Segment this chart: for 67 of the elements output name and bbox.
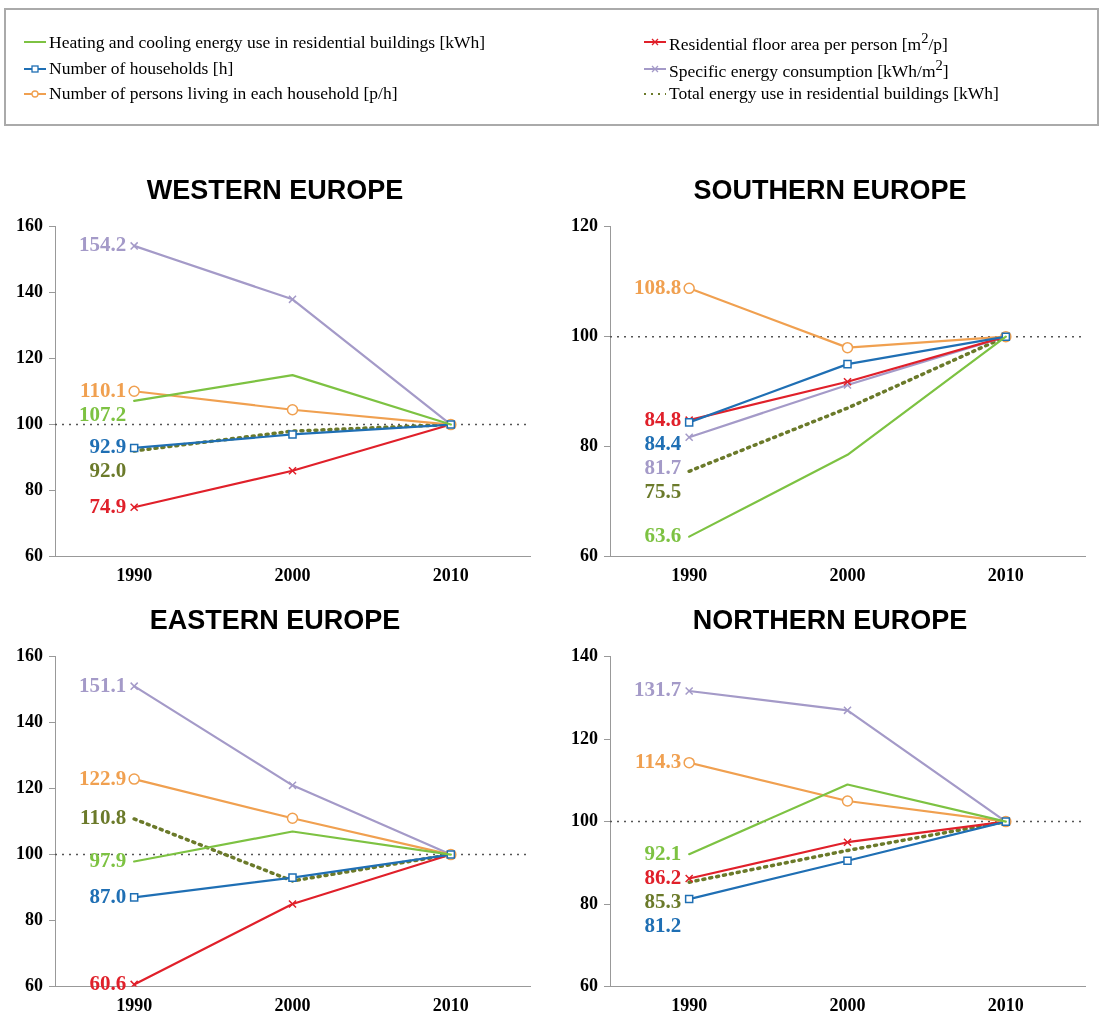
chart-title: WESTERN EUROPE xyxy=(145,174,405,207)
x-tick-label: 2000 xyxy=(274,994,311,1012)
y-tick-label: 60 xyxy=(580,545,598,566)
y-tick-label: 120 xyxy=(571,215,598,236)
data-label: 114.3 xyxy=(635,749,682,774)
legend-label: Number of persons living in each household [p/h] xyxy=(49,83,398,105)
y-tick-label: 60 xyxy=(25,545,43,566)
legend-label: Residential floor area per person [m$^{2}$/p] xyxy=(669,29,948,55)
data-label: 151.1 xyxy=(78,672,127,697)
data-label: 75.5 xyxy=(644,478,682,503)
legend-label: Heating and cooling energy use in residential buildings [kWh] xyxy=(49,31,486,53)
y-tick-label: 60 xyxy=(580,975,598,996)
chart-title: NORTHERN EUROPE xyxy=(691,604,969,637)
data-label: 60.6 xyxy=(89,970,127,995)
y-tick-label: 120 xyxy=(16,777,43,798)
data-label: 84.8 xyxy=(644,406,682,431)
y-tick-label: 80 xyxy=(580,435,598,456)
y-tick-label: 100 xyxy=(571,810,598,831)
y-tick-label: 80 xyxy=(25,909,43,930)
data-label: 63.6 xyxy=(644,523,682,548)
x-tick-label: 2010 xyxy=(987,564,1024,585)
x-tick-label: 1990 xyxy=(116,994,153,1012)
y-tick-label: 140 xyxy=(571,645,598,666)
x-tick-label: 2000 xyxy=(274,564,311,585)
y-tick-label: 140 xyxy=(16,711,43,732)
x-tick-label: 1990 xyxy=(671,564,708,585)
y-tick-label: 120 xyxy=(16,347,43,368)
data-label: 107.2 xyxy=(78,401,127,426)
chart-title: SOUTHERN EUROPE xyxy=(692,174,968,207)
data-label: 86.2 xyxy=(644,864,682,889)
y-tick-label: 100 xyxy=(16,413,43,434)
x-tick-label: 1990 xyxy=(671,994,708,1012)
data-label: 131.7 xyxy=(633,677,682,702)
y-tick-label: 140 xyxy=(16,281,43,302)
legend-label: Specific energy consumption [kWh/m$^{2}$] xyxy=(669,56,949,82)
data-label: 110.8 xyxy=(80,805,127,830)
y-tick-label: 60 xyxy=(25,975,43,996)
x-tick-label: 2010 xyxy=(432,994,469,1012)
data-label: 108.8 xyxy=(633,274,682,299)
y-tick-label: 100 xyxy=(16,843,43,864)
data-label: 81.2 xyxy=(644,912,682,937)
data-label: 74.9 xyxy=(89,493,127,518)
data-label: 85.3 xyxy=(644,888,682,913)
data-label: 97.9 xyxy=(89,847,127,872)
data-label: 92.0 xyxy=(89,458,127,483)
y-tick-label: 80 xyxy=(580,892,598,913)
data-label: 92.1 xyxy=(644,840,682,865)
x-tick-label: 2010 xyxy=(987,994,1024,1012)
y-tick-label: 80 xyxy=(25,479,43,500)
data-label: 81.7 xyxy=(644,454,682,479)
x-tick-label: 1990 xyxy=(116,564,153,585)
data-label: 87.0 xyxy=(89,883,127,908)
y-tick-label: 160 xyxy=(16,215,43,236)
data-label: 154.2 xyxy=(78,232,127,257)
y-tick-label: 120 xyxy=(571,727,598,748)
legend-label: Total energy use in residential buildings [kWh] xyxy=(669,83,999,105)
x-tick-label: 2000 xyxy=(829,994,866,1012)
data-label: 84.4 xyxy=(644,430,682,455)
x-tick-label: 2000 xyxy=(829,564,866,585)
legend-label: Number of households [h] xyxy=(49,58,234,80)
y-tick-label: 100 xyxy=(571,325,598,346)
x-tick-label: 2010 xyxy=(432,564,469,585)
y-tick-label: 160 xyxy=(16,645,43,666)
data-label: 122.9 xyxy=(78,765,127,790)
chart-title: EASTERN EUROPE xyxy=(148,604,402,637)
data-label: 110.1 xyxy=(80,377,127,402)
data-label: 92.9 xyxy=(89,434,127,459)
